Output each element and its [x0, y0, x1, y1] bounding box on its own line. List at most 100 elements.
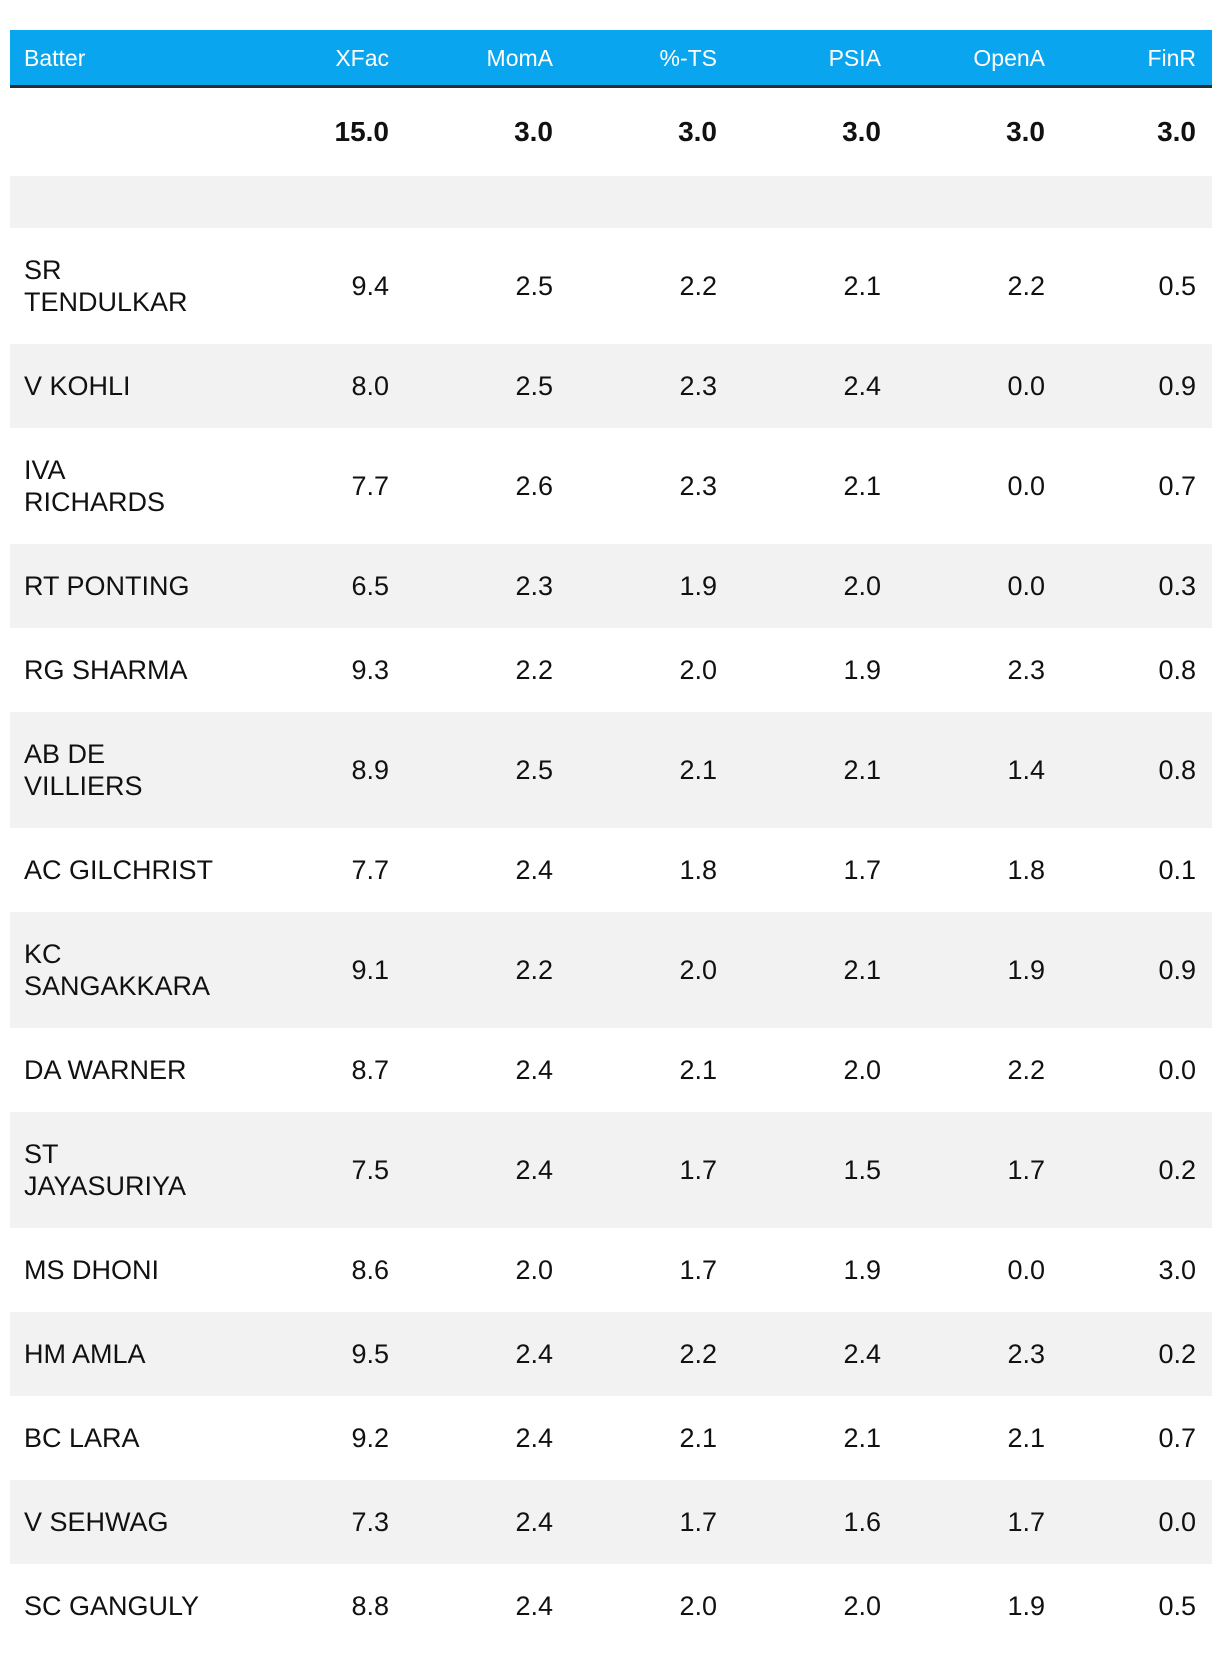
stat-cell: 1.9 [843, 655, 881, 685]
stat-cell: 2.1 [843, 471, 881, 501]
stat-cell: 2.0 [843, 571, 881, 601]
stat-cell: 2.1 [679, 1055, 717, 1085]
table-row[interactable]: SC GANGULY 8.8 2.4 2.0 2.0 1.9 0.5 [10, 1564, 1212, 1648]
stat-cell: 7.7 [351, 471, 389, 501]
stat-cell: 2.4 [515, 1339, 553, 1369]
weight-cell: 3.0 [514, 116, 553, 147]
stat-cell: 1.5 [843, 1155, 881, 1185]
header-moma[interactable]: MomA [486, 44, 553, 71]
stat-cell: 2.5 [515, 271, 553, 301]
stat-cell: 9.4 [351, 271, 389, 301]
stat-cell: 0.2 [1158, 1155, 1196, 1185]
stat-cell: 9.5 [351, 1339, 389, 1369]
table-row[interactable]: MS DHONI 8.6 2.0 1.7 1.9 0.0 3.0 [10, 1228, 1212, 1312]
header-opena[interactable]: OpenA [973, 44, 1045, 71]
batter-name: MS DHONI [24, 1255, 159, 1285]
batter-name: BC LARA [24, 1423, 140, 1453]
stat-cell: 2.1 [679, 755, 717, 785]
weight-cell: 3.0 [842, 116, 881, 147]
table-row[interactable]: RG SHARMA 9.3 2.2 2.0 1.9 2.3 0.8 [10, 628, 1212, 712]
stat-cell: 8.6 [351, 1255, 389, 1285]
header-batter[interactable]: Batter [24, 44, 86, 71]
header-xfac[interactable]: XFac [335, 44, 389, 71]
stat-cell: 2.4 [515, 1423, 553, 1453]
stat-cell: 0.2 [1158, 1339, 1196, 1369]
batter-name: V SEHWAG [24, 1507, 169, 1537]
batter-name: IVA RICHARDS [24, 455, 166, 517]
stat-cell: 9.1 [351, 955, 389, 985]
weights-row: 15.0 3.0 3.0 3.0 3.0 3.0 [10, 88, 1212, 176]
header-psia[interactable]: PSIA [828, 44, 881, 71]
stat-cell: 2.3 [679, 371, 717, 401]
table-row[interactable]: DA WARNER 8.7 2.4 2.1 2.0 2.2 0.0 [10, 1028, 1212, 1112]
spacer-row [10, 176, 1212, 228]
stat-cell: 2.4 [843, 1339, 881, 1369]
stat-cell: 2.0 [679, 955, 717, 985]
stat-cell: 2.3 [1007, 655, 1045, 685]
table-row[interactable]: IVA RICHARDS 7.7 2.6 2.3 2.1 0.0 0.7 [10, 428, 1212, 544]
stat-cell: 2.4 [515, 1055, 553, 1085]
stat-cell: 2.2 [1007, 1055, 1045, 1085]
batter-name: SC GANGULY [24, 1591, 200, 1621]
stat-cell: 2.1 [843, 1423, 881, 1453]
table-row[interactable]: BC LARA 9.2 2.4 2.1 2.1 2.1 0.7 [10, 1396, 1212, 1480]
stat-cell: 7.3 [351, 1507, 389, 1537]
stat-cell: 0.9 [1158, 955, 1196, 985]
stat-cell: 2.4 [515, 1591, 553, 1621]
stat-cell: 2.2 [679, 1339, 717, 1369]
table-row[interactable]: SR TENDULKAR 9.4 2.5 2.2 2.1 2.2 0.5 [10, 228, 1212, 344]
table-row[interactable]: RT PONTING 6.5 2.3 1.9 2.0 0.0 0.3 [10, 544, 1212, 628]
stat-cell: 0.5 [1158, 271, 1196, 301]
stat-cell: 0.3 [1158, 571, 1196, 601]
stat-cell: 1.7 [1007, 1507, 1045, 1537]
stat-cell: 6.5 [351, 571, 389, 601]
stat-cell: 7.7 [351, 855, 389, 885]
stat-cell: 7.5 [351, 1155, 389, 1185]
table-row[interactable]: V KOHLI 8.0 2.5 2.3 2.4 0.0 0.9 [10, 344, 1212, 428]
stat-cell: 8.9 [351, 755, 389, 785]
stat-cell: 0.0 [1007, 471, 1045, 501]
header-pct-ts[interactable]: %-TS [659, 44, 718, 71]
stat-cell: 2.5 [515, 755, 553, 785]
table-row[interactable]: AC GILCHRIST 7.7 2.4 1.8 1.7 1.8 0.1 [10, 828, 1212, 912]
table-row[interactable]: HM AMLA 9.5 2.4 2.2 2.4 2.3 0.2 [10, 1312, 1212, 1396]
stat-cell: 0.5 [1158, 1591, 1196, 1621]
table-row[interactable]: ST JAYASURIYA 7.5 2.4 1.7 1.5 1.7 0.2 [10, 1112, 1212, 1228]
stat-cell: 1.8 [1007, 855, 1045, 885]
stat-cell: 1.7 [1007, 1155, 1045, 1185]
stat-cell: 0.9 [1158, 371, 1196, 401]
batter-name: HM AMLA [24, 1339, 146, 1369]
table-row[interactable]: KC SANGAKKARA 9.1 2.2 2.0 2.1 1.9 0.9 [10, 912, 1212, 1028]
stat-cell: 2.2 [679, 271, 717, 301]
stat-cell: 1.9 [679, 571, 717, 601]
batter-name: RT PONTING [24, 571, 190, 601]
stat-cell: 1.8 [679, 855, 717, 885]
batter-ratings-table: Batter XFac MomA %-TS PSIA OpenA FinR 15… [10, 30, 1212, 1648]
stat-cell: 0.0 [1007, 1255, 1045, 1285]
stat-cell: 1.9 [1007, 1591, 1045, 1621]
table-row[interactable]: V SEHWAG 7.3 2.4 1.7 1.6 1.7 0.0 [10, 1480, 1212, 1564]
stat-cell: 0.0 [1158, 1055, 1196, 1085]
stat-cell: 1.7 [679, 1255, 717, 1285]
stat-cell: 0.8 [1158, 755, 1196, 785]
stat-cell: 0.0 [1007, 571, 1045, 601]
stat-cell: 8.0 [351, 371, 389, 401]
table-row[interactable]: AB DE VILLIERS 8.9 2.5 2.1 2.1 1.4 0.8 [10, 712, 1212, 828]
stat-cell: 2.3 [1007, 1339, 1045, 1369]
stat-cell: 9.2 [351, 1423, 389, 1453]
stat-cell: 2.4 [515, 855, 553, 885]
stat-cell: 1.6 [843, 1507, 881, 1537]
stat-cell: 1.4 [1007, 755, 1045, 785]
stat-cell: 2.3 [679, 471, 717, 501]
header-finr[interactable]: FinR [1147, 44, 1196, 71]
stat-cell: 1.9 [843, 1255, 881, 1285]
stat-cell: 0.7 [1158, 471, 1196, 501]
stat-cell: 2.5 [515, 371, 553, 401]
stat-cell: 2.1 [843, 755, 881, 785]
stat-cell: 8.7 [351, 1055, 389, 1085]
table-body: SR TENDULKAR 9.4 2.5 2.2 2.1 2.2 0.5 V KOHLI 8.0… [10, 228, 1212, 1648]
weight-cell: 15.0 [334, 116, 390, 147]
stat-cell: 2.0 [679, 655, 717, 685]
weight-cell: 3.0 [1157, 116, 1196, 147]
stat-cell: 9.3 [351, 655, 389, 685]
